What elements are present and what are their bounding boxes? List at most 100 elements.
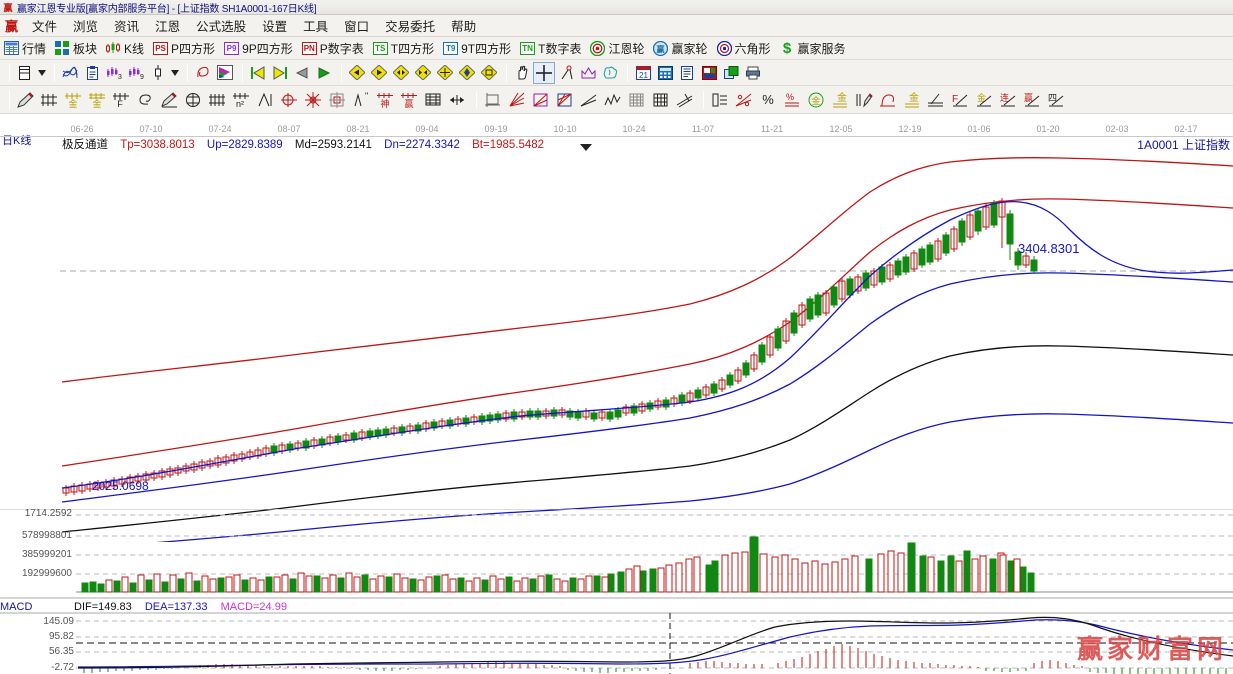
candle-single-icon[interactable] [148,63,168,83]
toolbar-button-t-square[interactable]: TS T四方形 [372,40,434,57]
ying-grid-icon[interactable]: 赢 [399,89,421,111]
move-all-icon[interactable] [457,63,477,83]
quote-lines-icon[interactable]: " [351,89,373,111]
gold-slope-icon[interactable]: 金 [973,89,995,111]
wave-net-icon[interactable] [60,63,80,83]
kline9-icon[interactable]: 9 [126,63,146,83]
chevron-down-icon[interactable] [580,144,592,151]
menu-item-tools[interactable]: 工具 [303,20,329,34]
angle-lines-icon[interactable] [255,89,277,111]
report-icon[interactable] [677,63,697,83]
toolbar-button-p-square[interactable]: PS P四方形 [153,40,215,57]
macd-pane[interactable]: MACD DIF=149.83 DEA=137.33 MACD=24.99 14… [0,601,1233,674]
dropdown-arrow-icon[interactable] [170,63,180,83]
arrow-span-icon[interactable] [447,89,469,111]
menu-item-news[interactable]: 资讯 [114,20,140,34]
percent-fan-icon[interactable] [733,89,755,111]
lian-slope-icon[interactable]: 连 [997,89,1019,111]
pen-red-icon[interactable] [15,89,37,111]
price-pane[interactable]: 3404.8301 2025.0698 [0,152,1233,632]
grid-fan-icon[interactable] [554,89,576,111]
menu-item-browse[interactable]: 浏览 [73,20,99,34]
n2-grid-icon[interactable]: n² [231,89,253,111]
calendar-day-icon[interactable] [15,63,35,83]
crosshair-icon[interactable] [533,61,555,84]
spiral-icon[interactable] [135,89,157,111]
red-scribble-icon[interactable] [193,63,213,83]
kline3-icon[interactable]: 3 [104,63,124,83]
toolbar-button-t-number-table[interactable]: TN T数字表 [520,40,581,57]
dropdown-arrow-icon[interactable] [37,63,47,83]
ray-lines-icon[interactable] [578,89,600,111]
si-slope-icon[interactable]: 四 [1045,89,1067,111]
next-play-icon[interactable] [314,63,334,83]
menu-item-file[interactable]: 文件 [32,20,58,34]
fib-red-icon[interactable] [877,89,899,111]
zigzag-icon[interactable] [602,89,624,111]
grid-lines-icon[interactable] [207,89,229,111]
ying-slope-icon[interactable]: 赢 [1021,89,1043,111]
toolbar-button-blocks[interactable]: 板块 [55,40,97,57]
printer-icon[interactable] [743,63,763,83]
menu-item-help[interactable]: 帮助 [451,20,477,34]
ladder-grid-icon[interactable] [423,89,445,111]
pen-stand-icon[interactable] [853,89,875,111]
fan-red-icon[interactable] [506,89,528,111]
gold-circle-icon[interactable]: 金 [805,89,827,111]
spectrum-flag-icon[interactable] [215,63,235,83]
menu-item-window[interactable]: 窗口 [344,20,370,34]
menu-item-trade[interactable]: 交易委托 [385,20,436,34]
menu-item-gann[interactable]: 江恩 [155,20,181,34]
compass-draw-icon[interactable] [556,63,576,83]
brain-icon[interactable] [600,63,620,83]
gold-grid-1-icon[interactable]: 金 [63,89,85,111]
shen-grid-icon[interactable]: 神 [375,89,397,111]
zoom-left-icon[interactable] [347,63,367,83]
shrink-h-icon[interactable] [413,63,433,83]
toolbar-button-kline[interactable]: K线 [106,40,144,57]
frame-box-icon[interactable] [482,89,504,111]
prev-play-icon[interactable] [292,63,312,83]
percent-icon[interactable]: % [762,92,774,107]
toolbar-button-9p-square[interactable]: P9 9P四方形 [224,40,293,57]
square-target-icon[interactable] [327,89,349,111]
crown-icon[interactable] [578,63,598,83]
net-grid-2-icon[interactable] [650,89,672,111]
f-grid-icon[interactable]: F [111,89,133,111]
chart-area[interactable]: 日K线 06-26 07-10 07-24 08-07 08-21 09-04 … [0,124,1233,674]
gold-line-icon[interactable]: 金 [829,89,851,111]
toolbar-button-9t-square[interactable]: T9 9T四方形 [443,40,511,57]
move-h-icon[interactable] [435,63,455,83]
star-burst-icon[interactable] [303,89,325,111]
volume-pane[interactable]: 1714.2592 578998801 385999201 192999600 [0,509,1233,601]
menu-item-settings[interactable]: 设置 [262,20,288,34]
pen-draw-icon[interactable] [159,89,181,111]
table-lines-icon[interactable] [709,89,731,111]
box-fan-icon[interactable] [530,89,552,111]
last-bar-icon[interactable] [270,63,290,83]
hand-icon[interactable] [512,63,532,83]
fit-icon[interactable] [479,63,499,83]
calendar21-icon[interactable]: 21 [633,63,653,83]
slope-1-icon[interactable] [925,89,947,111]
toolbar-button-winner-wheel[interactable]: 赢 赢家轮 [653,40,708,57]
gold-grid-2-icon[interactable]: 金 [87,89,109,111]
gold-square-icon[interactable]: 金 [901,89,923,111]
zoom-right-icon[interactable] [369,63,389,83]
percent-line-icon[interactable]: % [781,89,803,111]
circle-cross-icon[interactable] [183,89,205,111]
toolbar-button-quotes[interactable]: 行情 [4,40,46,57]
expand-h-icon[interactable] [391,63,411,83]
multi-window-icon[interactable] [721,63,741,83]
toolbar-button-gann-wheel[interactable]: 江恩轮 [590,40,644,57]
first-bar-icon[interactable] [248,63,268,83]
save-picture-icon[interactable] [699,63,719,83]
calculator-icon[interactable] [655,63,675,83]
menu-item-formula-stock-picking[interactable]: 公式选股 [196,20,247,34]
f-slope-icon[interactable]: F [949,89,971,111]
gann-fan-icon[interactable] [39,89,61,111]
net-grid-icon[interactable] [626,89,648,111]
slope-lines-icon[interactable] [674,89,696,111]
toolbar-button-p-number-table[interactable]: PN P数字表 [301,40,364,57]
clipboard-icon[interactable] [82,63,102,83]
